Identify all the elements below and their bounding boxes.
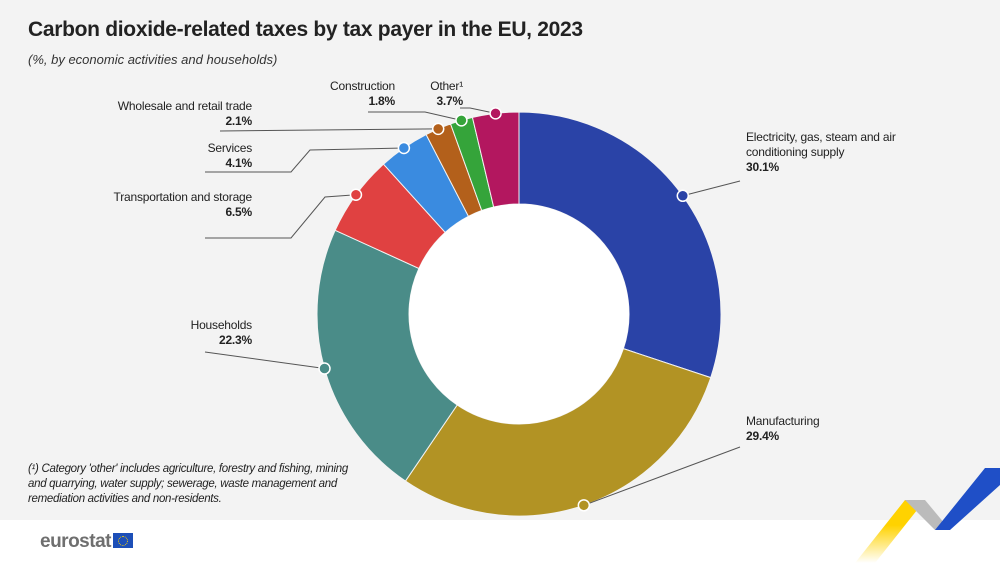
slice-label: Manufacturing 29.4% — [746, 414, 896, 444]
slice-name: Construction — [330, 79, 395, 93]
slice-value: 1.8% — [368, 94, 395, 108]
slice-marker — [455, 114, 468, 127]
slice-value: 30.1% — [746, 160, 780, 174]
slice-marker — [397, 141, 411, 155]
eurostat-logo: eurostat — [40, 531, 133, 553]
leader-line — [368, 111, 462, 121]
donut-slice — [316, 229, 458, 482]
slice-name: Electricity, gas, steam and air conditio… — [746, 130, 896, 159]
chart-title: Carbon dioxide-related taxes by tax paye… — [28, 18, 583, 41]
slice-label: Households 22.3% — [100, 318, 253, 348]
slice-name: Other¹ — [430, 79, 463, 93]
slice-name: Manufacturing — [746, 414, 820, 428]
slice-value: 2.1% — [225, 114, 252, 128]
slice-value: 4.1% — [225, 156, 252, 170]
donut-hole — [409, 204, 629, 424]
slice-name: Wholesale and retail trade — [117, 99, 252, 113]
leader-line — [219, 128, 439, 132]
leader-line — [460, 107, 496, 114]
slice-value: 6.5% — [225, 205, 252, 219]
slice-label: Construction 1.8% — [300, 79, 395, 109]
slice-label: Other¹ 3.7% — [400, 79, 463, 109]
chart-subtitle: (%, by economic activities and household… — [28, 52, 278, 67]
slice-name: Transportation and storage — [113, 190, 253, 204]
slice-label: Wholesale and retail trade 2.1% — [60, 99, 252, 129]
leader-line — [205, 194, 356, 239]
footnote: (¹) Category 'other' includes agricultur… — [28, 463, 348, 505]
slice-label: Transportation and storage 6.5% — [100, 190, 253, 220]
leader-line — [583, 446, 741, 506]
slice-label: Electricity, gas, steam and air conditio… — [746, 130, 916, 175]
slice-marker — [318, 362, 331, 375]
slice-marker — [431, 122, 445, 136]
leader-line — [205, 147, 404, 173]
leader-line — [682, 180, 741, 197]
eu-flag-icon — [112, 533, 133, 548]
slice-marker — [489, 107, 502, 120]
slice-value: 22.3% — [218, 333, 252, 347]
slice-marker — [349, 188, 363, 202]
slice-marker — [676, 189, 690, 203]
leader-line — [204, 351, 325, 370]
slice-marker — [577, 499, 591, 512]
slice-value: 29.4% — [746, 429, 780, 443]
slice-label: Services 4.1% — [100, 141, 253, 171]
slice-name: Services — [207, 141, 253, 155]
slice-name: Households — [190, 318, 253, 332]
slice-value: 3.7% — [436, 94, 463, 108]
